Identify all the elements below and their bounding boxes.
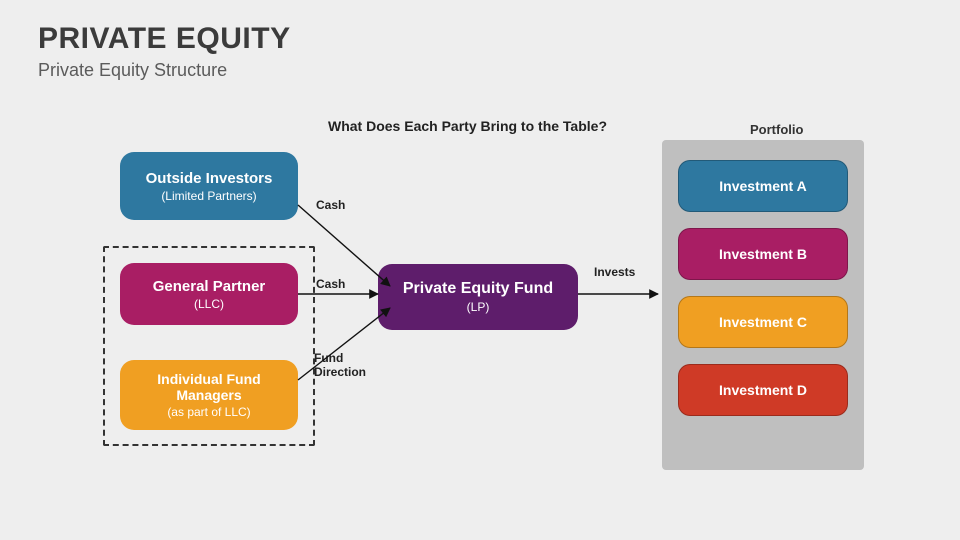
portfolio-heading: Portfolio [750, 122, 803, 137]
edge-label-1: Cash [316, 278, 345, 292]
investment-d: Investment D [678, 364, 848, 416]
investment-a: Investment A [678, 160, 848, 212]
node-fund-managers: Individual Fund Managers (as part of LLC… [120, 360, 298, 430]
edge-label-3: Invests [594, 266, 635, 280]
node-subtitle: (LP) [467, 300, 490, 314]
page-title: PRIVATE EQUITY [38, 22, 291, 56]
edge-label-2: Fund Direction [314, 352, 366, 380]
node-pe-fund: Private Equity Fund (LP) [378, 264, 578, 330]
investment-b: Investment B [678, 228, 848, 280]
node-title: Private Equity Fund [403, 280, 553, 298]
node-subtitle: (LLC) [194, 297, 224, 311]
node-title: Outside Investors [146, 170, 273, 187]
investment-c: Investment C [678, 296, 848, 348]
node-title: Individual Fund Managers [130, 371, 288, 403]
node-subtitle: (Limited Partners) [161, 189, 256, 203]
page-subtitle: Private Equity Structure [38, 60, 227, 81]
edge-label-0: Cash [316, 199, 345, 213]
diagram-question: What Does Each Party Bring to the Table? [328, 118, 607, 134]
node-title: General Partner [153, 278, 266, 295]
node-subtitle: (as part of LLC) [167, 405, 250, 419]
node-general-partner: General Partner (LLC) [120, 263, 298, 325]
node-outside-investors: Outside Investors (Limited Partners) [120, 152, 298, 220]
